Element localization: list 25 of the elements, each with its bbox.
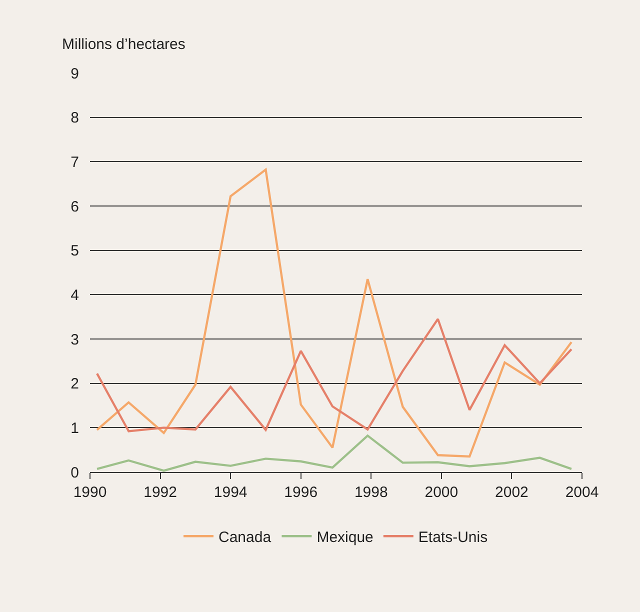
- x-tick-label: 1990: [73, 484, 107, 501]
- line-series: [96, 434, 573, 472]
- x-tick-label: 2004: [565, 484, 599, 501]
- y-tick-label: 1: [70, 420, 79, 437]
- x-tick-label: 2002: [495, 484, 528, 501]
- y-tick-label: 6: [70, 198, 79, 216]
- line-series: [96, 168, 573, 458]
- x-tick-label: 1992: [144, 484, 177, 501]
- y-tick-label: 5: [70, 242, 79, 260]
- y-tick-label: 0: [70, 464, 79, 482]
- y-tick-label: 8: [70, 110, 79, 127]
- line-series: [96, 318, 573, 432]
- y-tick-label: 3: [70, 331, 79, 348]
- y-tick-label: 7: [70, 154, 79, 171]
- y-axis-title: Millions d’hectares: [62, 36, 186, 53]
- legend-label: Canada: [218, 528, 272, 546]
- y-tick-label: 9: [70, 65, 79, 82]
- y-tick-label: 2: [70, 376, 79, 393]
- x-tick-label: 2000: [424, 484, 458, 501]
- x-tick-label: 1996: [284, 484, 318, 501]
- x-tick-label: 1998: [354, 484, 388, 501]
- legend-label: Mexique: [316, 528, 374, 546]
- y-tick-label: 4: [70, 286, 79, 304]
- x-tick-label: 1994: [214, 484, 248, 501]
- legend-label: Etats-Unis: [418, 528, 488, 546]
